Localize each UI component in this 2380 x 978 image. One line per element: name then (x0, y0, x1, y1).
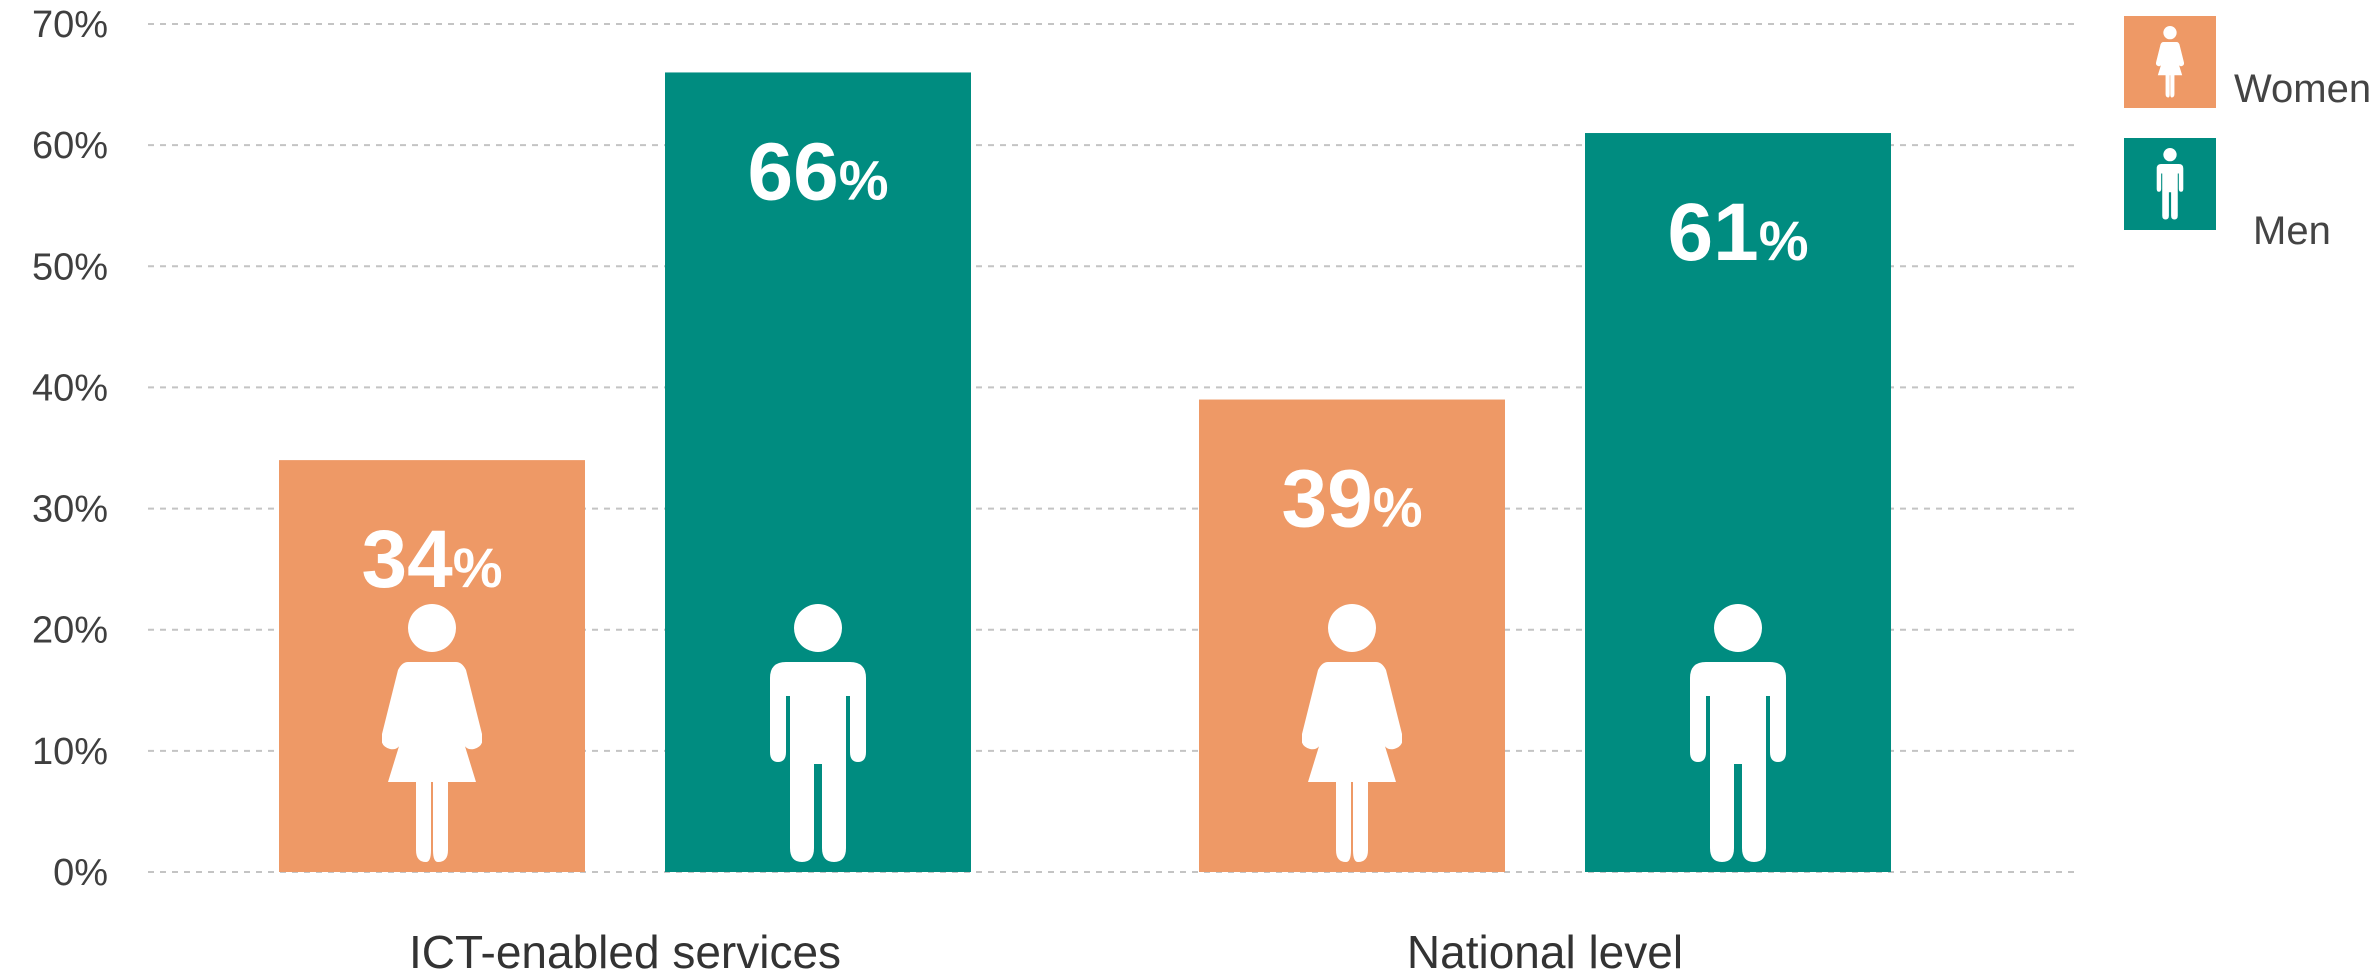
bars: 34% 66% 39% 61% (279, 72, 1891, 872)
y-tick-label: 0% (53, 852, 108, 894)
y-tick-label: 20% (32, 610, 108, 652)
legend-label: Women (2234, 67, 2371, 111)
y-tick-label: 40% (32, 367, 108, 409)
category-label: National level (1407, 926, 1683, 978)
legend-label: Men (2253, 209, 2331, 253)
category-label: ICT-enabled services (409, 926, 841, 978)
y-tick-label: 50% (32, 246, 108, 288)
bar-value-label: 61% (1667, 187, 1808, 278)
y-tick-label: 30% (32, 489, 108, 531)
y-tick-label: 60% (32, 125, 108, 167)
y-axis: 0% 10% 20% 30% 40% 50% 60% 70% (32, 4, 108, 894)
bar-value-label: 39% (1281, 454, 1422, 545)
legend: Women Men (2124, 16, 2371, 253)
bar-value-label: 66% (747, 126, 888, 217)
x-axis: ICT-enabled services National level (409, 926, 1683, 978)
y-tick-label: 70% (32, 4, 108, 46)
bar-value-label: 34% (361, 514, 502, 605)
y-tick-label: 10% (32, 731, 108, 773)
